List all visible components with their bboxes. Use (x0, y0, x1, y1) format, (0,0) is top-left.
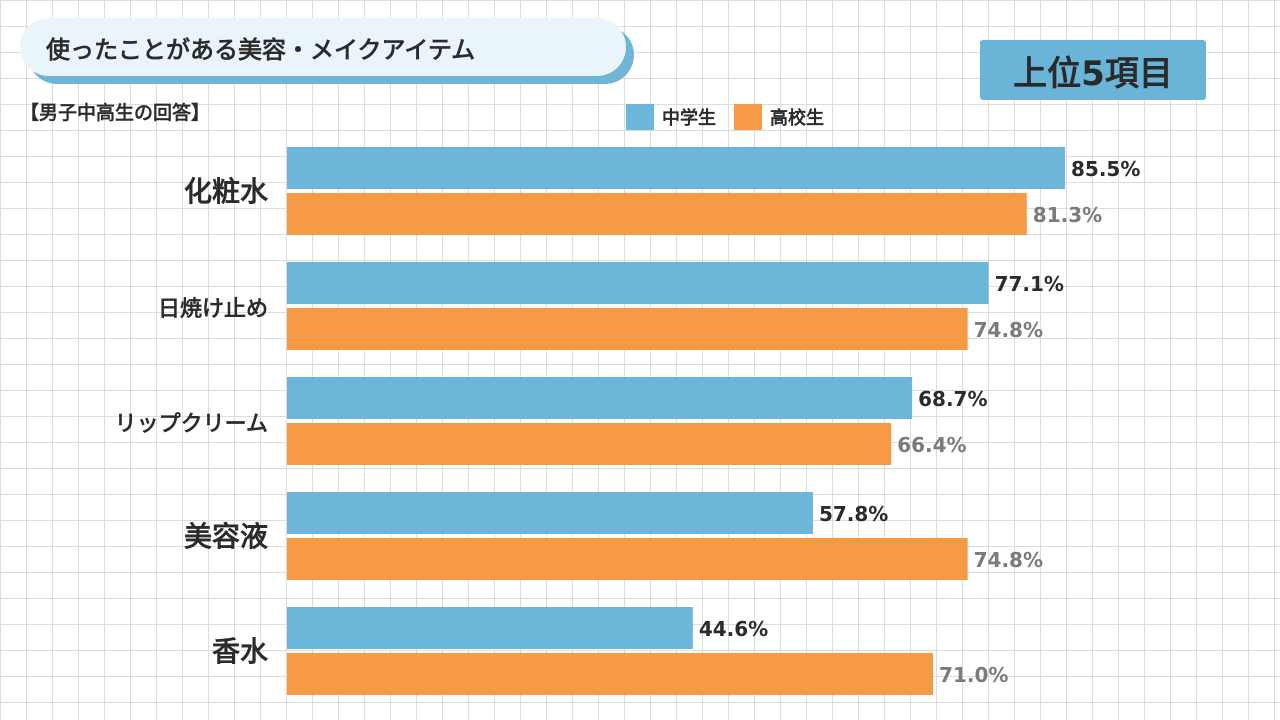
category-label: 化粧水 (184, 175, 269, 208)
bar-high-school (287, 538, 968, 580)
data-label-junior-high: 85.5% (1071, 157, 1140, 181)
data-label-junior-high: 44.6% (699, 617, 768, 641)
bar-high-school (287, 423, 892, 465)
bar-junior-high (287, 607, 693, 649)
category-label: リップクリーム (115, 412, 268, 437)
legend-swatch-high-school (734, 104, 762, 130)
title-banner: 使ったことがある美容・メイクアイテム (20, 18, 634, 84)
bar-high-school (287, 653, 934, 695)
bar-junior-high (287, 492, 813, 534)
data-label-high-school: 74.8% (974, 548, 1043, 572)
category-label: 香水 (212, 635, 269, 668)
bar-junior-high (287, 377, 913, 419)
bar-junior-high (287, 262, 989, 304)
bar-junior-high (287, 147, 1065, 189)
legend-swatch-junior-high (626, 104, 654, 130)
legend-label-high-school: 高校生 (770, 108, 824, 129)
data-label-junior-high: 68.7% (918, 387, 987, 411)
data-label-high-school: 71.0% (939, 663, 1008, 687)
category-label: 美容液 (184, 520, 268, 553)
top5-badge: 上位5項目 (980, 40, 1206, 100)
data-label-high-school: 74.8% (974, 318, 1043, 342)
legend: 中学生 高校生 (626, 104, 842, 130)
legend-item-junior-high: 中学生 (626, 104, 716, 130)
legend-item-high-school: 高校生 (734, 104, 824, 130)
chart-title: 使ったことがある美容・メイクアイテム (20, 18, 626, 76)
data-label-high-school: 81.3% (1033, 203, 1102, 227)
category-label: 日焼け止め (158, 296, 268, 322)
data-label-junior-high: 77.1% (995, 272, 1064, 296)
chart-subtitle: 【男子中高生の回答】 (20, 102, 211, 124)
data-label-high-school: 66.4% (897, 433, 966, 457)
legend-label-junior-high: 中学生 (662, 108, 716, 129)
bar-high-school (287, 308, 968, 350)
bar-high-school (287, 193, 1027, 235)
data-label-junior-high: 57.8% (819, 502, 888, 526)
